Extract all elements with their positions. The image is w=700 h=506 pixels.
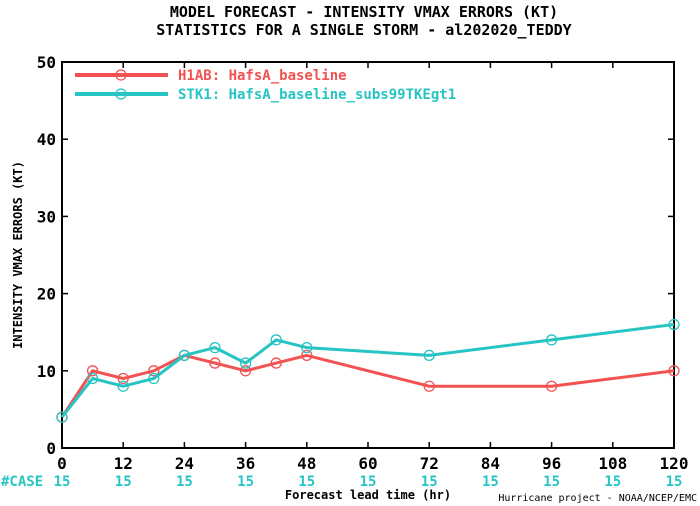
series-2-point [86,372,99,385]
y-tick-label: 10 [37,362,56,381]
series-1-point [117,372,129,385]
series-1-point [668,365,680,377]
case-count: 15 [666,474,683,490]
case-count: 15 [115,474,132,490]
plot-frame [61,61,675,449]
series-2-point [270,334,282,346]
series-1-point [301,349,313,362]
x-tick-label: 120 [660,454,689,473]
x-tick-label: 24 [175,454,194,473]
series-1-point [423,380,435,392]
y-axis-label: INTENSITY VMAX ERRORS (KT) [11,161,25,349]
case-count-row: #CASE 15 15 15 15 15 15 15 15 15 15 15 [1,474,682,490]
chart-subtitle: STATISTICS FOR A SINGLE STORM - al202020… [156,21,571,39]
x-tick-label: 0 [57,454,67,473]
legend-marker-1 [115,69,127,81]
case-count: 15 [360,474,377,490]
series-1-point [270,357,282,369]
y-tick-label: 50 [37,53,56,72]
case-count: 15 [176,474,193,490]
y-tick-label: 30 [37,207,56,226]
series-layer [56,318,680,423]
case-count: 15 [298,474,315,490]
series-2-point [423,349,435,362]
series-2-point [56,411,68,423]
series-1-point [545,380,558,392]
x-tick-label: 36 [236,454,255,473]
legend: H1AB: HafsA_baseline STK1: HafsA_baseline… [75,68,456,103]
x-tick-label: 60 [358,454,377,473]
legend-label-1: H1AB: HafsA_baseline [178,68,347,84]
case-count: 15 [543,474,560,490]
x-axis-ticks: 0 12 24 36 48 60 72 84 96 108 120 [57,62,688,473]
chart-title: MODEL FORECAST - INTENSITY VMAX ERRORS (… [170,3,558,21]
legend-label-2: STK1: HafsA_baseline_subs99TKEgt1 [178,87,456,103]
series-2-point [148,372,160,385]
y-tick-label: 40 [37,130,56,149]
legend-marker-2 [115,88,127,100]
case-count: 15 [54,474,71,490]
series-2-point [239,357,252,369]
x-axis-label: Forecast lead time (hr) [285,488,451,502]
case-count: 15 [421,474,438,490]
x-tick-label: 72 [420,454,439,473]
x-tick-label: 84 [481,454,500,473]
series-1-point [148,365,160,377]
x-tick-label: 48 [297,454,316,473]
case-row-label: #CASE [1,474,43,490]
series-2-point [301,341,313,354]
series-2-point [117,380,129,392]
series-2-point [178,349,191,362]
y-tick-label: 20 [37,285,56,304]
series-2-point [668,318,680,331]
case-count: 15 [237,474,254,490]
series-1-point [209,357,221,369]
series-2-point [209,341,221,354]
y-axis-ticks: 0 10 20 30 40 50 [37,53,674,458]
y-tick-label: 0 [46,439,56,458]
series-1-point [86,365,99,377]
x-tick-label: 12 [114,454,133,473]
series-2-point [545,334,558,346]
credit-text: Hurricane project - NOAA/NCEP/EMC [498,493,697,504]
case-count: 15 [604,474,621,490]
case-count: 15 [482,474,499,490]
series-line-1 [60,353,675,418]
series-1-point [239,365,252,377]
x-tick-label: 96 [542,454,561,473]
x-tick-label: 108 [598,454,627,473]
